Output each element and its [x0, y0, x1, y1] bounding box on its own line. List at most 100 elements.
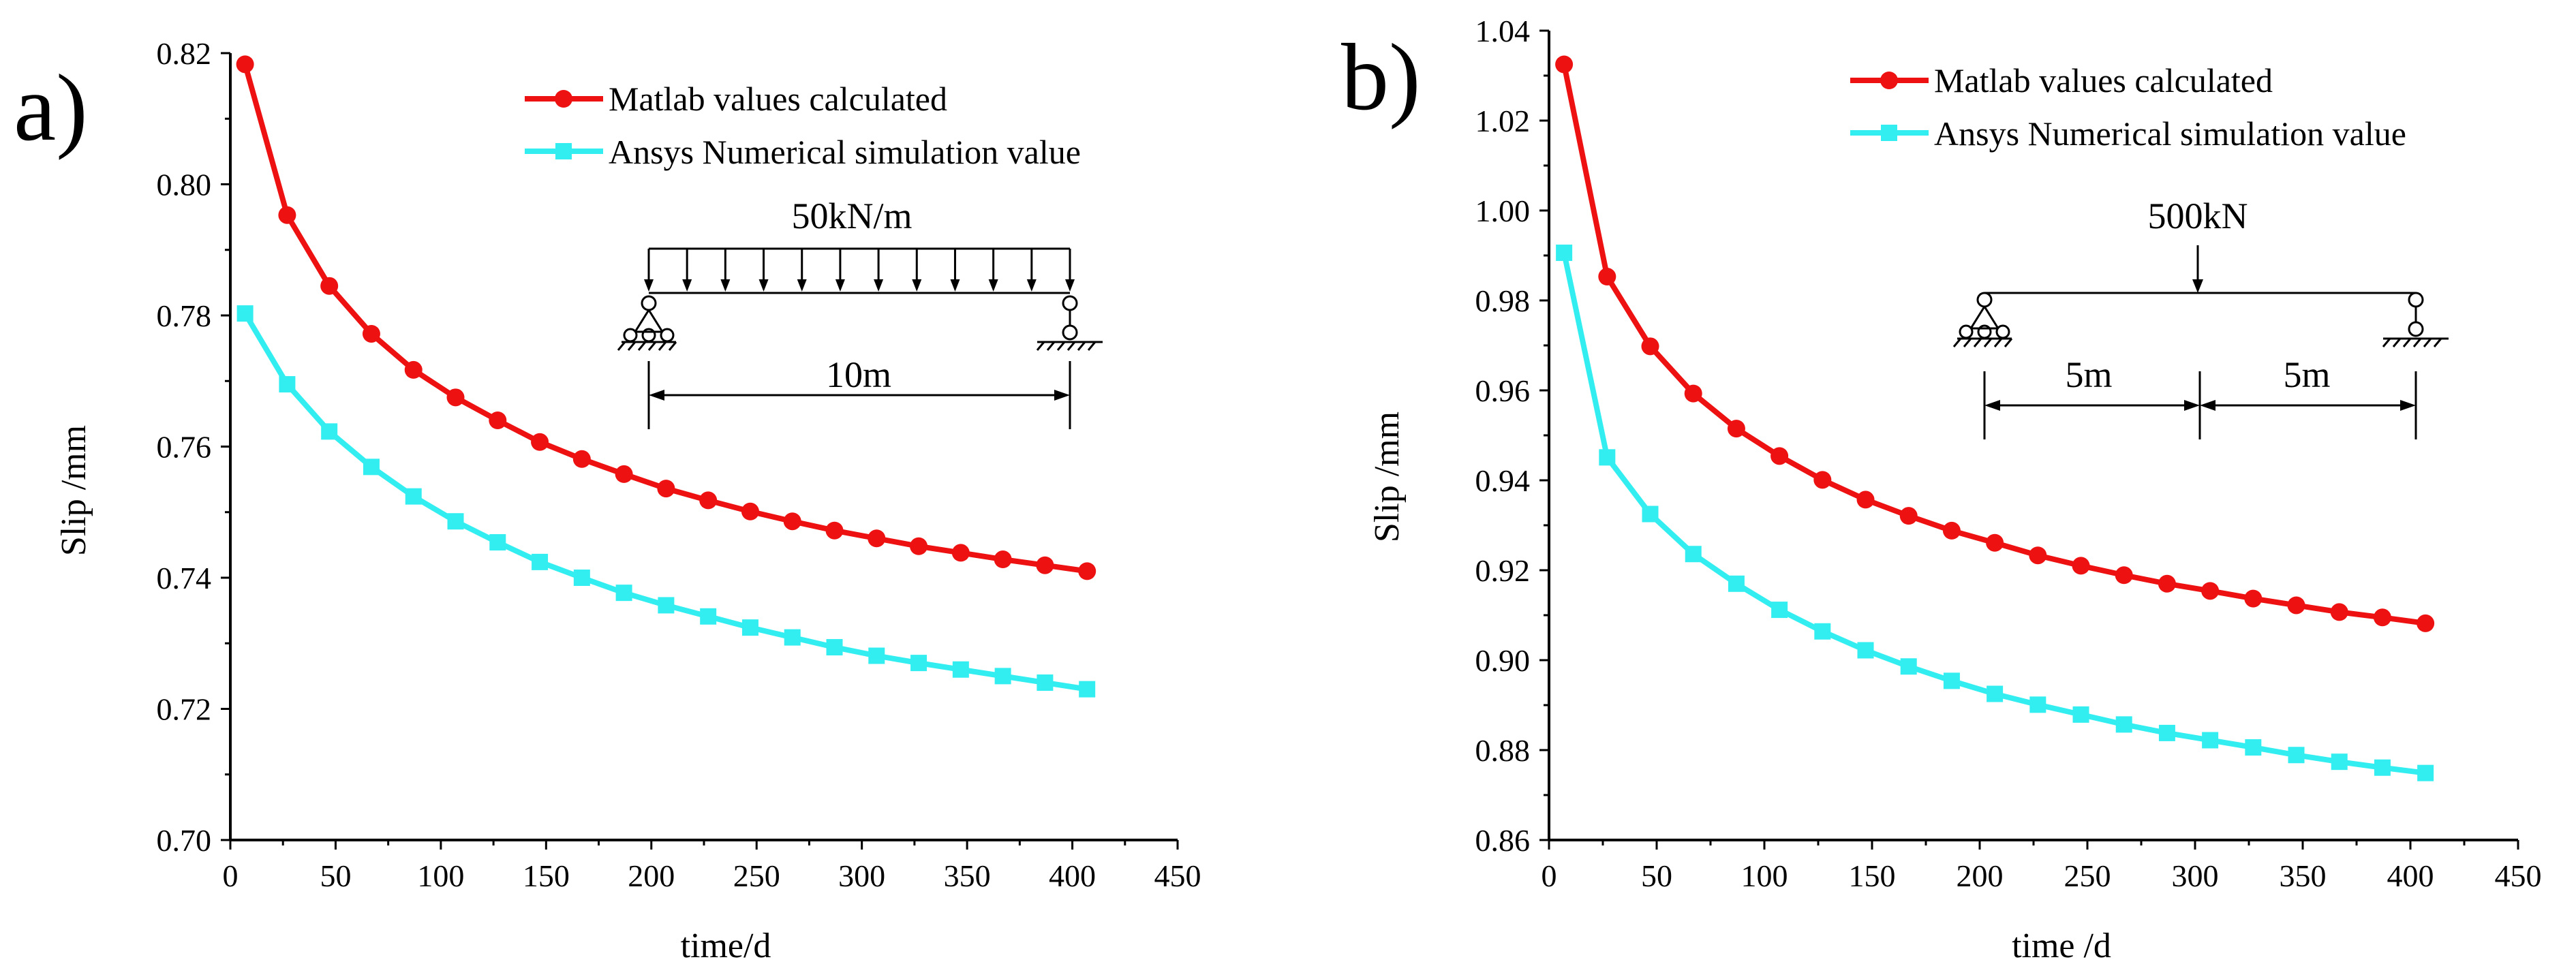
panel-b-x-tick-label: 450: [2495, 858, 2542, 893]
panel-a-matlab-point: [615, 465, 633, 483]
panel-a-legend-marker-matlab: [555, 90, 572, 108]
panel-b-matlab-point: [1770, 447, 1789, 465]
panel-a-ansys-point: [532, 553, 549, 570]
panel-b-ansys-point: [2072, 706, 2089, 723]
panel-a-ansys-point: [615, 585, 632, 602]
panel-a-ansys-point: [952, 661, 969, 678]
panel-a-x-tick-label: 100: [417, 858, 464, 893]
panel-b-left-support: [1952, 292, 2013, 347]
panel-b-load-label: 500kN: [2148, 196, 2248, 236]
panel-a-matlab-point: [994, 550, 1012, 569]
panel-b-matlab-point: [2287, 596, 2305, 615]
panel-a-x-axis-title: time/d: [681, 927, 771, 965]
panel-b-right-span-label: 5m: [2283, 354, 2330, 395]
panel-b-ansys-point: [1599, 449, 1616, 466]
panel-b-matlab-point: [1727, 420, 1745, 438]
panel-b-x-tick-label: 350: [2280, 858, 2327, 893]
panel-a-label: a): [14, 55, 88, 161]
panel-a-x-tick-label: 350: [944, 858, 991, 893]
panel-a-ansys-point: [826, 639, 843, 656]
panel-b-matlab-point: [1986, 533, 2004, 552]
panel-a-left-support: [617, 295, 677, 351]
panel-b-matlab-point: [1684, 384, 1702, 403]
panel-b-matlab-point: [1555, 55, 1574, 74]
panel-b-x-axis-title: time /d: [2012, 927, 2111, 965]
panel-a-matlab-point: [910, 537, 928, 555]
panel-b-ansys-point: [1556, 245, 1573, 262]
panel-b-ansys-point: [1900, 658, 1917, 675]
panel-b-y-tick-label: 0.92: [1475, 553, 1531, 588]
panel-a-load-arrowhead: [835, 279, 845, 292]
panel-b-legend-label-matlab: Matlab values calculated: [1934, 61, 2273, 99]
panel-b-left-span-label: 5m: [2065, 354, 2112, 395]
panel-b-ansys-point: [2288, 747, 2305, 764]
panel-b-legend: Matlab values calculated Ansys Numerical…: [1850, 61, 2406, 153]
panel-b-y-tick-label: 1.02: [1475, 104, 1531, 138]
panel-a: a) time/d Slip /mm 0 50 100 150 200 250 300 350…: [14, 36, 1201, 965]
panel-a-x-tick-label: 200: [628, 858, 675, 893]
panel-b-y-tick-label: 1.00: [1475, 193, 1531, 228]
panel-a-span-label: 10m: [826, 354, 891, 395]
panel-a-matlab-point: [783, 512, 801, 531]
panel-a-x-tick-label: 450: [1154, 858, 1201, 893]
panel-b-y-tick-label: 0.86: [1475, 823, 1531, 858]
panel-a-x-tick-label: 0: [223, 858, 239, 893]
panel-a-ansys-point: [784, 629, 801, 646]
panel-a-y-tick-label: 0.74: [157, 561, 212, 595]
panel-a-ansys-point: [279, 376, 296, 393]
panel-a-load-arrowhead: [874, 279, 884, 292]
panel-b-matlab-point: [2201, 582, 2220, 600]
panel-b-matlab-point: [2029, 546, 2047, 565]
panel-a-y-tick-label: 0.72: [157, 692, 212, 727]
panel-b-legend-label-ansys: Ansys Numerical simulation value: [1934, 114, 2406, 153]
panel-a-matlab-point: [236, 55, 254, 74]
panel-b-y-tick-label: 0.96: [1475, 373, 1531, 408]
panel-b-x-tick-label: 50: [1641, 858, 1672, 893]
panel-b-x-tick-label: 400: [2387, 858, 2434, 893]
panel-a-matlab-point: [1078, 562, 1097, 580]
panel-a-right-support: [1036, 295, 1103, 351]
panel-a-ansys-point: [236, 305, 254, 322]
panel-b-matlab-point: [1598, 268, 1616, 286]
panel-b-ansys-point: [2202, 732, 2219, 749]
panel-a-ansys-point: [658, 597, 675, 614]
panel-b-matlab-point: [1942, 521, 1961, 540]
panel-b-ansys-point: [2029, 696, 2046, 713]
panel-a-legend-label-matlab: Matlab values calculated: [609, 80, 947, 118]
panel-b-ansys-point: [1943, 672, 1960, 689]
panel-a-ansys-point: [700, 608, 717, 625]
panel-a-ansys-point: [573, 570, 590, 586]
panel-a-legend: Matlab values calculated Ansys Numerical…: [525, 80, 1081, 171]
panel-b-ansys-point: [1642, 506, 1659, 523]
panel-a-series-ansys-line: [243, 312, 1088, 692]
panel-a-ansys-point: [489, 534, 506, 551]
panel-b-y-tick-label: 0.94: [1475, 463, 1531, 498]
panel-b-ansys-point: [1814, 623, 1831, 640]
panel-a-load-arrowhead: [1065, 279, 1075, 292]
panel-b-x-tick-label: 300: [2172, 858, 2219, 893]
panel-a-legend-label-ansys: Ansys Numerical simulation value: [609, 133, 1081, 171]
panel-a-matlab-point: [699, 491, 718, 510]
panel-b-x-tick-label: 200: [1957, 858, 2004, 893]
panel-b-ansys-point: [2331, 753, 2348, 771]
panel-b-ansys-point: [2374, 759, 2391, 776]
panel-a-matlab-point: [951, 544, 970, 562]
panel-b-matlab-point: [1856, 491, 1875, 509]
panel-a-load-arrowhead: [912, 279, 922, 292]
panel-b-matlab-point: [2158, 574, 2176, 593]
panel-b-beam-diagram: 500kN: [1952, 196, 2449, 439]
panel-a-matlab-point: [362, 324, 380, 343]
panel-a-y-tick-label: 0.70: [157, 823, 212, 858]
panel-b-y-tick-label: 0.90: [1475, 643, 1531, 678]
panel-b-ansys-point: [1857, 642, 1874, 659]
panel-a-matlab-point: [320, 277, 339, 295]
panel-a-matlab-point: [446, 388, 465, 407]
panel-a-ansys-point: [321, 423, 338, 440]
panel-a-y-tick-label: 0.80: [157, 168, 212, 202]
panel-a-matlab-point: [572, 450, 591, 468]
panel-a-legend-marker-ansys: [555, 143, 572, 159]
panel-b-x-tick-label: 150: [1849, 858, 1896, 893]
panel-b-ansys-point: [1685, 546, 1702, 563]
panel-a-load-arrowhead: [720, 279, 731, 292]
